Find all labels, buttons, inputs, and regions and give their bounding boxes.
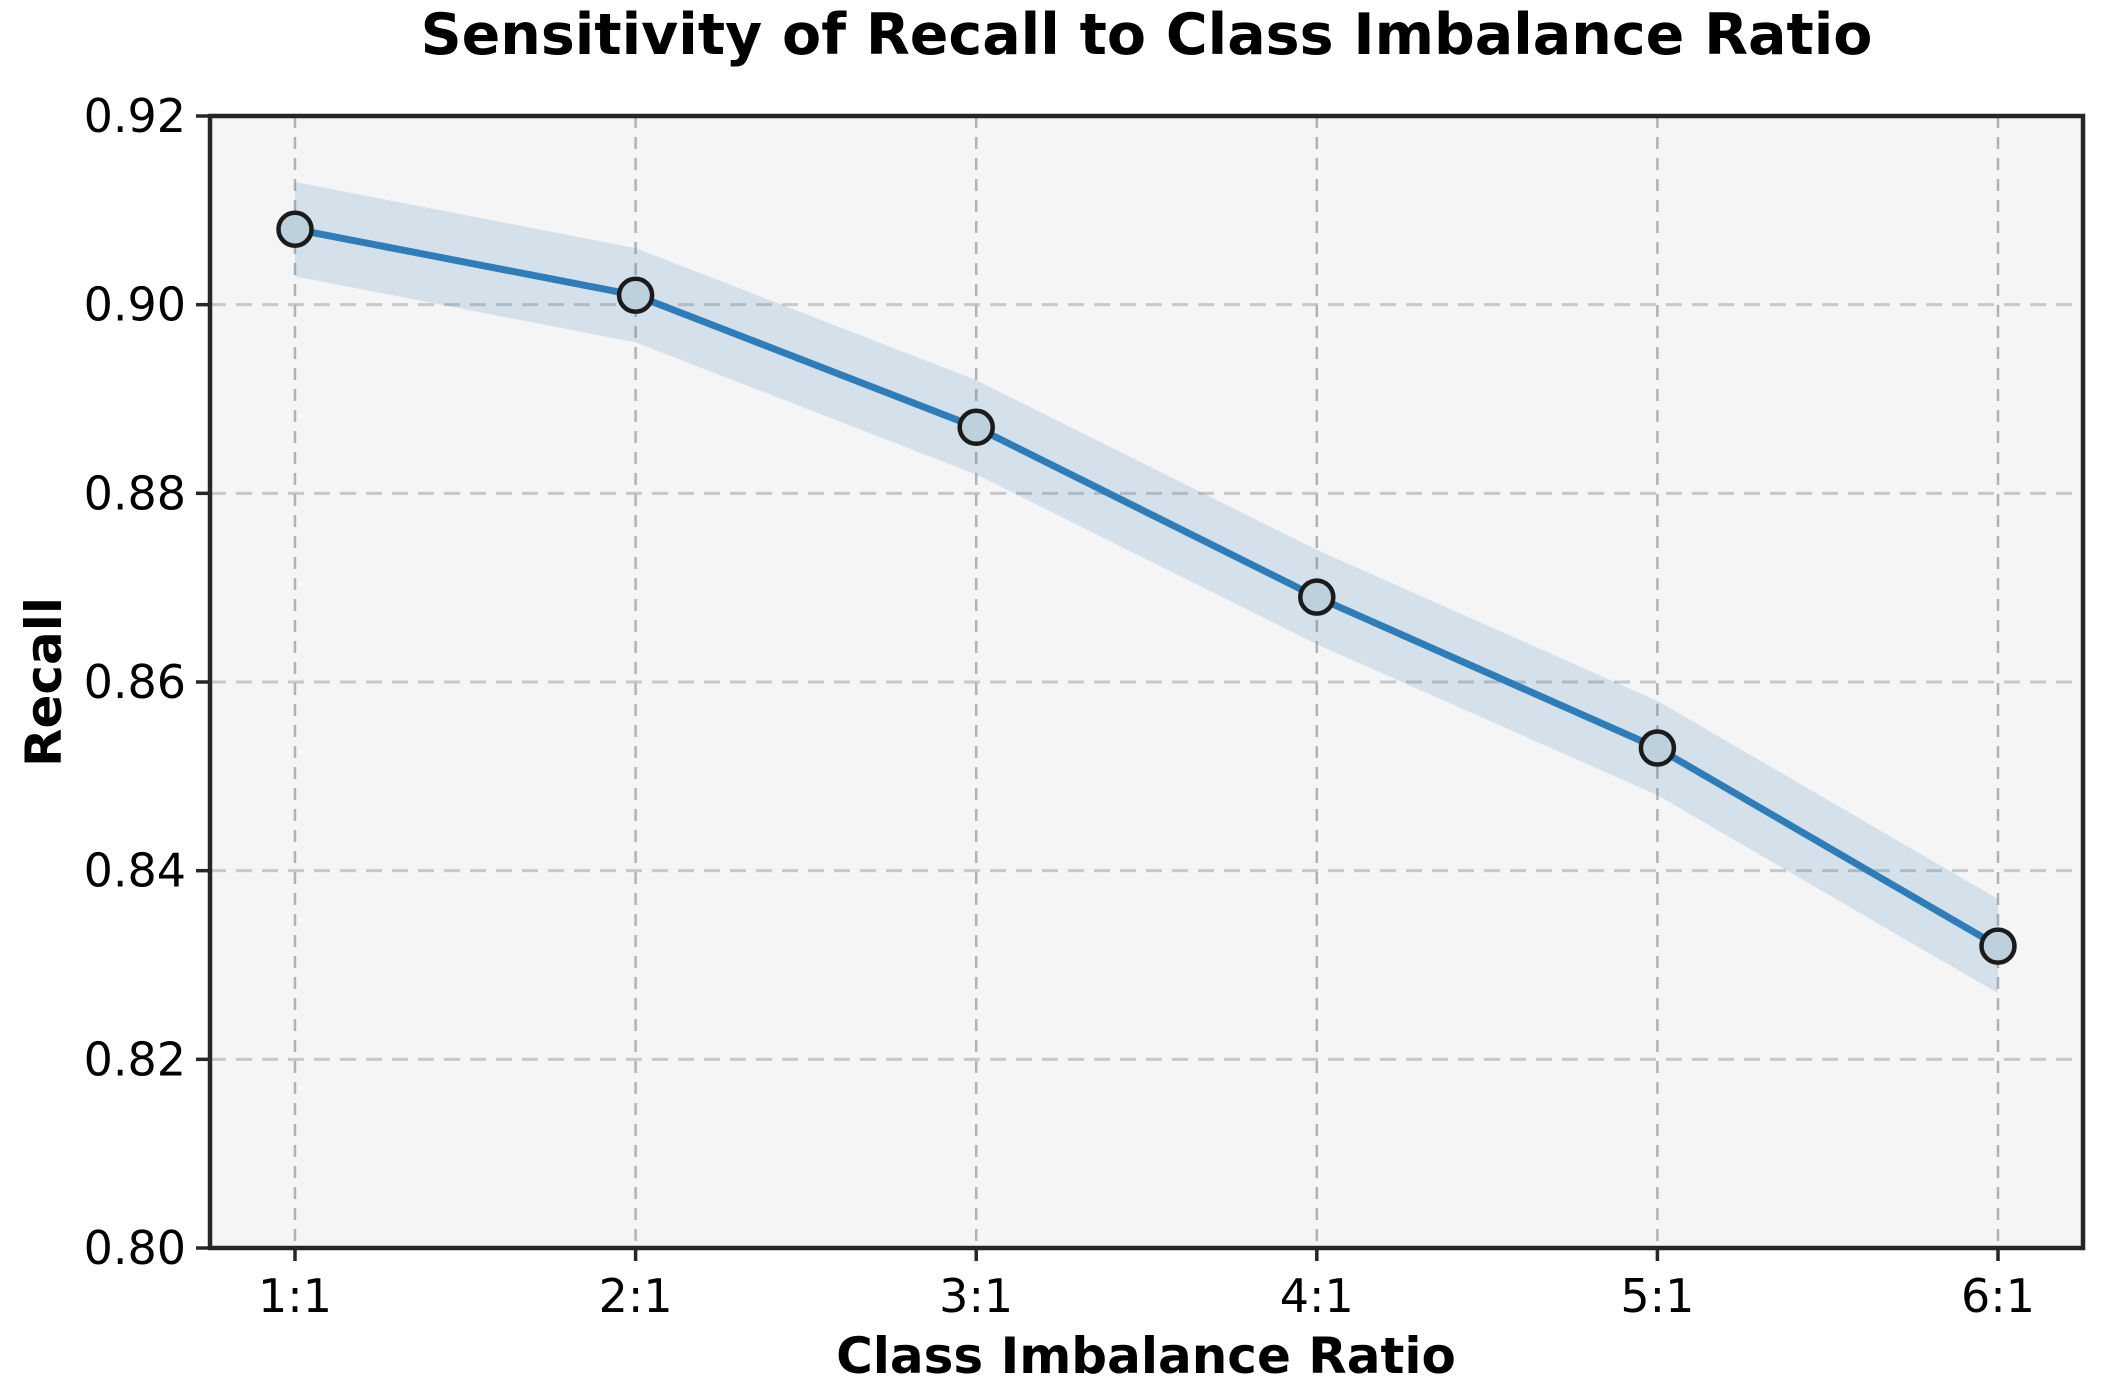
data-point-marker (616, 276, 655, 314)
x-tick-label: 5:1 (1620, 1269, 1694, 1323)
data-point-marker (1298, 578, 1336, 616)
x-tick-label: 3:1 (939, 1269, 1013, 1323)
x-tick-label: 4:1 (1280, 1269, 1354, 1323)
data-point-marker (276, 210, 314, 248)
y-tick-label: 0.86 (84, 655, 186, 709)
data-point-marker (957, 408, 995, 447)
y-tick-label: 0.84 (84, 844, 186, 898)
x-tick-label: 1:1 (258, 1269, 332, 1323)
x-axis-label: Class Imbalance Ratio (836, 1327, 1456, 1385)
y-tick-label: 0.90 (84, 278, 186, 332)
data-point-marker (1638, 729, 1677, 767)
x-tick-label: 2:1 (599, 1269, 673, 1323)
y-tick-label: 0.92 (84, 89, 186, 143)
series-line (291, 225, 2002, 950)
x-tick-label: 6:1 (1961, 1269, 2035, 1323)
y-axis-label: Recall (15, 596, 73, 768)
y-tick-label: 0.80 (84, 1221, 186, 1275)
y-tick-label: 0.82 (84, 1032, 186, 1086)
data-point-marker (1979, 927, 2017, 965)
y-tick-label: 0.88 (84, 466, 186, 520)
chart-title: Sensitivity of Recall to Class Imbalance… (420, 2, 1873, 68)
